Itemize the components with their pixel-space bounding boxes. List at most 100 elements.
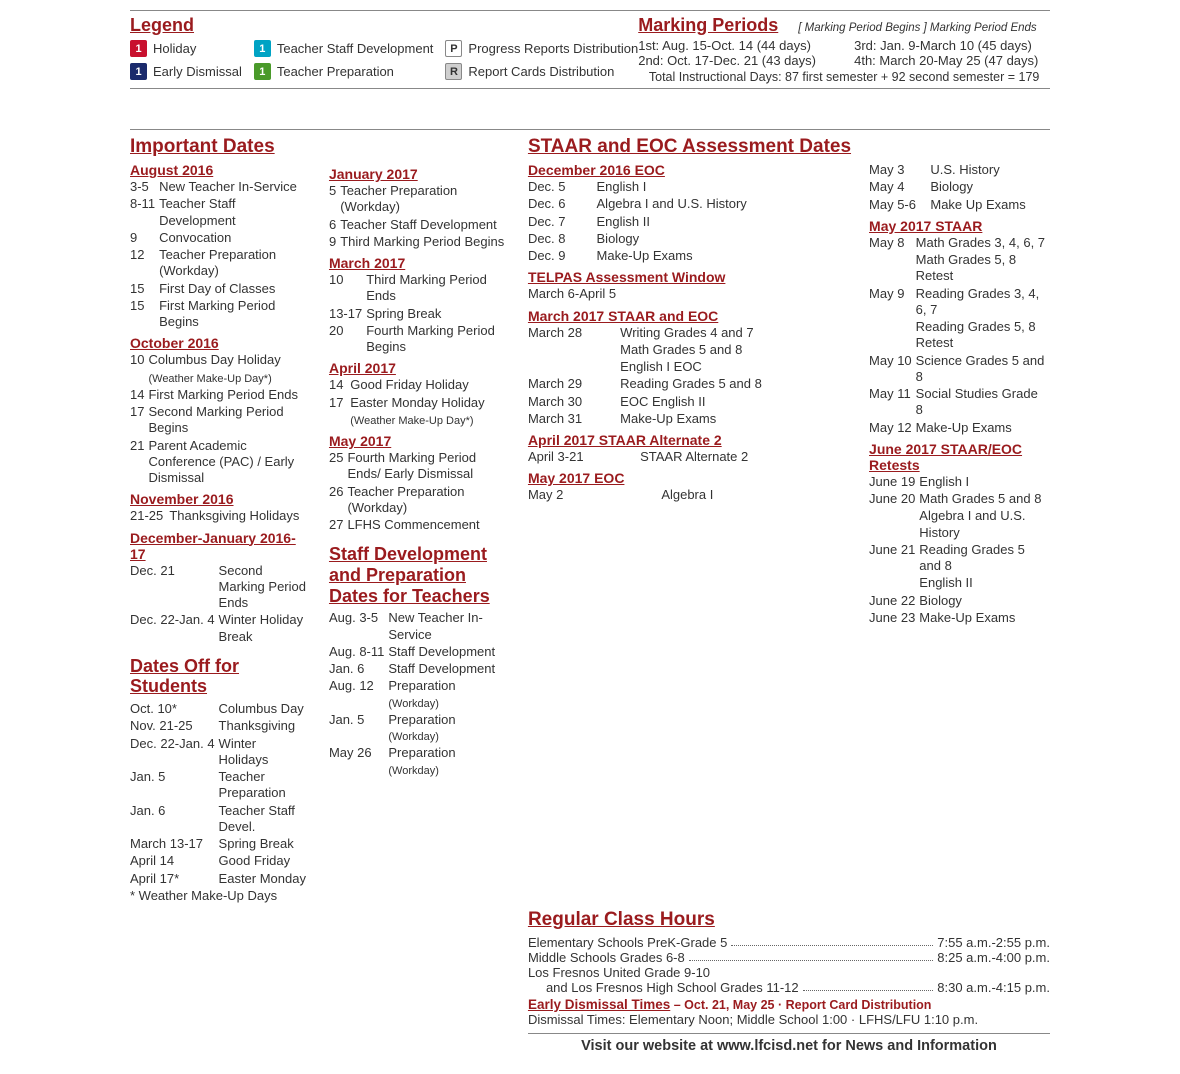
- col-important-dates-left: Important Dates August 20163-5New Teache…: [130, 136, 311, 903]
- month-heading: December-January 2016-17: [130, 530, 311, 562]
- date-off-row: April 14Good Friday: [130, 853, 311, 870]
- legend-title: Legend: [130, 15, 638, 36]
- date-row: 14First Marking Period Ends: [130, 387, 311, 404]
- date-row: 12Teacher Preparation (Workday): [130, 247, 311, 281]
- staff-dev-row: Jan. 5Preparation (Workday): [329, 712, 510, 746]
- date-row: 3-5New Teacher In-Service: [130, 179, 311, 196]
- staar-row: May 12Make-Up Exams: [869, 420, 1050, 437]
- staar-row: May 10Science Grades 5 and 8: [869, 353, 1050, 387]
- date-row: (Weather Make-Up Day*): [130, 370, 311, 387]
- staar-row: March 31Make-Up Exams: [528, 411, 851, 428]
- regular-class-hours: Regular Class Hours Elementary Schools P…: [528, 909, 1050, 1054]
- month-heading: May 2017: [329, 433, 510, 449]
- month-heading: August 2016: [130, 162, 311, 178]
- staar-row: May 3U.S. History: [869, 162, 1050, 179]
- staar-row: March 28Writing Grades 4 and 7: [528, 325, 851, 342]
- date-row: 15First Day of Classes: [130, 281, 311, 298]
- staar-row: Algebra I and U.S. History: [869, 508, 1050, 542]
- staar-row: Dec. 5English I: [528, 179, 851, 196]
- date-off-row: Jan. 6Teacher Staff Devel.: [130, 803, 311, 837]
- date-row: 26Teacher Preparation (Workday): [329, 484, 510, 518]
- date-row: Dec. 21Second Marking Period Ends: [130, 563, 311, 613]
- staar-row: Math Grades 5, 8 Retest: [869, 252, 1050, 286]
- month-heading: October 2016: [130, 335, 311, 351]
- date-row: (Weather Make-Up Day*): [329, 412, 510, 429]
- staar-row: Dec. 7English II: [528, 214, 851, 231]
- date-row: 10Columbus Day Holiday: [130, 352, 311, 369]
- early-dismissal-sub: – Oct. 21, May 25 · Report Card Distribu…: [670, 998, 931, 1012]
- staar-section-heading: May 2017 EOC: [528, 470, 851, 486]
- class-hours-row: Middle Schools Grades 6-88:25 a.m.-4:00 …: [528, 950, 1050, 965]
- footer-website: Visit our website at www.lfcisd.net for …: [528, 1033, 1050, 1054]
- staar-row: May 8Math Grades 3, 4, 6, 7: [869, 235, 1050, 252]
- staar-section-heading: March 2017 STAAR and EOC: [528, 308, 851, 324]
- staar-row: May 5-6Make Up Exams: [869, 197, 1050, 214]
- date-row: 20Fourth Marking Period Begins: [329, 323, 510, 357]
- date-off-row: April 17*Easter Monday: [130, 871, 311, 888]
- date-row: 21-25Thanksgiving Holidays: [130, 508, 311, 525]
- staar-section-heading: December 2016 EOC: [528, 162, 851, 178]
- staar-row: March 30EOC English II: [528, 394, 851, 411]
- date-row: Dec. 22-Jan. 4Winter Holiday Break: [130, 612, 311, 646]
- staar-row: May 2Algebra I: [528, 487, 851, 504]
- marking-periods-grid: 1st: Aug. 15-Oct. 14 (44 days)3rd: Jan. …: [638, 38, 1050, 68]
- date-row: 5Teacher Preparation (Workday): [329, 183, 510, 217]
- staff-dev-row: Aug. 8-11Staff Development: [329, 644, 510, 661]
- staar-row: June 21Reading Grades 5 and 8: [869, 542, 1050, 576]
- month-heading: November 2016: [130, 491, 311, 507]
- dates-off-title: Dates Off for Students: [130, 656, 311, 697]
- date-row: 9Third Marking Period Begins: [329, 234, 510, 251]
- date-row: 21Parent Academic Conference (PAC) / Ear…: [130, 438, 311, 488]
- staar-row: June 22Biology: [869, 593, 1050, 610]
- col-important-dates-right: January 20175Teacher Preparation (Workda…: [329, 136, 510, 903]
- staar-section-heading: April 2017 STAAR Alternate 2: [528, 432, 851, 448]
- staar-section-heading: TELPAS Assessment Window: [528, 269, 851, 285]
- legend-item: RReport Cards Distribution: [445, 63, 638, 80]
- legend-item: 1Teacher Staff Development: [254, 40, 434, 57]
- staar-row: Dec. 9Make-Up Exams: [528, 248, 851, 265]
- date-row: 27LFHS Commencement: [329, 517, 510, 534]
- date-off-row: Oct. 10*Columbus Day: [130, 701, 311, 718]
- date-row: 15First Marking Period Begins: [130, 298, 311, 332]
- date-off-row: Jan. 5Teacher Preparation: [130, 769, 311, 803]
- date-row: 8-11Teacher Staff Development: [130, 196, 311, 230]
- date-row: 10Third Marking Period Ends: [329, 272, 510, 306]
- date-off-row: Nov. 21-25Thanksgiving: [130, 718, 311, 735]
- marking-periods-title: Marking Periods: [638, 15, 778, 36]
- staar-section-heading: May 2017 STAAR: [869, 218, 1050, 234]
- staar-row: Math Grades 5 and 8: [528, 342, 851, 359]
- col-staar-left: STAAR and EOC Assessment Dates December …: [528, 136, 851, 903]
- class-hours-row: and Los Fresnos High School Grades 11-12…: [528, 980, 1050, 995]
- date-row: 6Teacher Staff Development: [329, 217, 510, 234]
- early-dismissal-text: Dismissal Times: Elementary Noon; Middle…: [528, 1012, 1050, 1027]
- marking-periods-note: [ Marking Period Begins ] Marking Period…: [798, 22, 1036, 34]
- staar-row: April 3-21STAAR Alternate 2: [528, 449, 851, 466]
- marking-periods-total: Total Instructional Days: 87 first semes…: [638, 70, 1050, 84]
- legend-item: PProgress Reports Distribution: [445, 40, 638, 57]
- staar-section-heading: June 2017 STAAR/EOC Retests: [869, 441, 1050, 473]
- staff-dev-title: Staff Development and Preparation Dates …: [329, 544, 510, 606]
- date-off-row: March 13-17Spring Break: [130, 836, 311, 853]
- staar-row: Dec. 8Biology: [528, 231, 851, 248]
- staff-dev-row: May 26Preparation (Workday): [329, 745, 510, 779]
- marking-periods-block: Marking Periods [ Marking Period Begins …: [638, 15, 1050, 84]
- header-bar: Legend 1Holiday1Early Dismissal1Teacher …: [130, 10, 1050, 89]
- staar-row: Reading Grades 5, 8 Retest: [869, 319, 1050, 353]
- date-row: 9Convocation: [130, 230, 311, 247]
- staff-dev-row: Aug. 12Preparation (Workday): [329, 678, 510, 712]
- staff-dev-row: Aug. 3-5New Teacher In-Service: [329, 610, 510, 644]
- staff-dev-row: Jan. 6Staff Development: [329, 661, 510, 678]
- staar-row: March 29Reading Grades 5 and 8: [528, 376, 851, 393]
- date-off-row: Dec. 22-Jan. 4Winter Holidays: [130, 736, 311, 770]
- marking-period-row: 4th: March 20-May 25 (47 days): [854, 53, 1050, 68]
- staar-row: May 4Biology: [869, 179, 1050, 196]
- class-hours-title: Regular Class Hours: [528, 909, 1050, 931]
- legend-block: Legend 1Holiday1Early Dismissal1Teacher …: [130, 15, 638, 84]
- staar-row: March 6-April 5: [528, 286, 851, 303]
- staar-row: Dec. 6Algebra I and U.S. History: [528, 196, 851, 213]
- staar-row: English II: [869, 575, 1050, 592]
- staar-row: June 19English I: [869, 474, 1050, 491]
- date-row: 17Second Marking Period Begins: [130, 404, 311, 438]
- staar-row: May 11Social Studies Grade 8: [869, 386, 1050, 420]
- date-row: 13-17Spring Break: [329, 306, 510, 323]
